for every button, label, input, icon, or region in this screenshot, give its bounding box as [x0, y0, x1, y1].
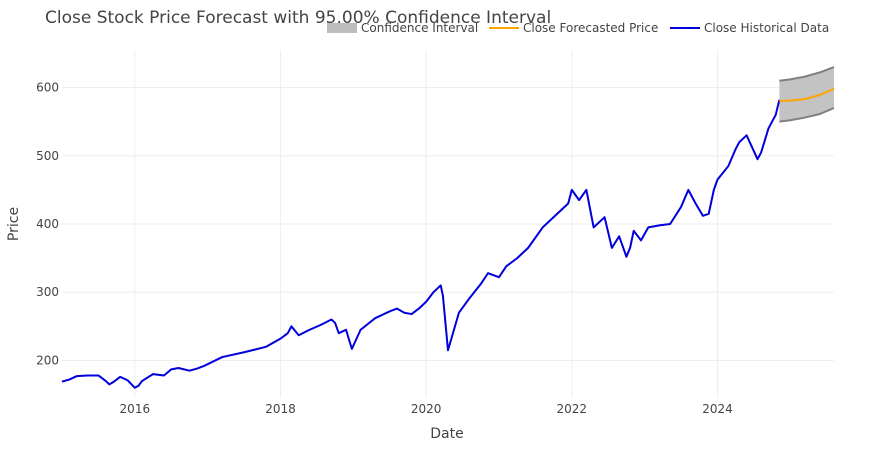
- x-axis-ticks: 2016 2018 2020 2022 2024: [120, 402, 733, 416]
- y-axis-title: Price: [6, 207, 22, 241]
- legend-label-forecast: Close Forecasted Price: [523, 21, 658, 35]
- y-tick-label: 400: [36, 217, 59, 231]
- x-axis-title: Date: [430, 426, 463, 442]
- legend-swatch-confidence-interval: [327, 23, 357, 33]
- x-tick-label: 2024: [702, 402, 733, 416]
- x-tick-label: 2020: [411, 402, 442, 416]
- confidence-lower-bound: [779, 107, 835, 123]
- confidence-upper-bound: [779, 66, 835, 82]
- grid-lines: [62, 50, 834, 398]
- chart-title: Close Stock Price Forecast with 95.00% C…: [45, 8, 552, 28]
- historical-line: [61, 99, 781, 389]
- x-tick-label: 2016: [120, 402, 151, 416]
- confidence-band-group: [779, 66, 835, 123]
- legend-item-confidence-interval[interactable]: Confidence Interval: [327, 21, 478, 35]
- x-tick-label: 2022: [557, 402, 588, 416]
- forecast-line: [779, 87, 835, 103]
- legend-label-confidence-interval: Confidence Interval: [361, 21, 478, 35]
- series-lines: [61, 87, 835, 389]
- y-tick-label: 200: [36, 353, 59, 367]
- x-tick-label: 2018: [265, 402, 296, 416]
- y-tick-label: 600: [36, 81, 59, 95]
- legend-item-historical[interactable]: Close Historical Data: [670, 21, 829, 35]
- legend-label-historical: Close Historical Data: [704, 21, 829, 35]
- legend-item-forecast[interactable]: Close Forecasted Price: [489, 21, 658, 35]
- y-tick-label: 500: [36, 149, 59, 163]
- legend[interactable]: Confidence Interval Close Forecasted Pri…: [327, 21, 829, 35]
- y-axis-ticks: 200 300 400 500 600: [36, 81, 59, 368]
- confidence-band: [779, 67, 834, 122]
- y-tick-label: 300: [36, 285, 59, 299]
